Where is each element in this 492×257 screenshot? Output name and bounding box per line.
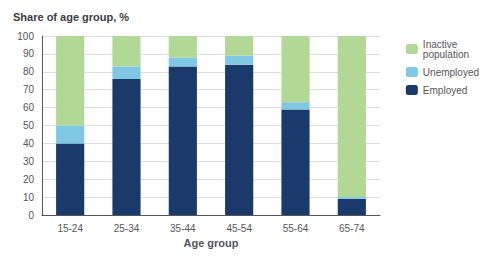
svg-text:Share of age group, %: Share of age group, % [13,11,129,23]
svg-text:60: 60 [23,102,35,113]
svg-text:25-34: 25-34 [114,223,140,234]
svg-text:100: 100 [17,31,34,42]
svg-text:Age group: Age group [184,237,239,249]
svg-text:80: 80 [23,66,35,77]
svg-text:Employed: Employed [423,85,467,96]
svg-text:65-74: 65-74 [339,223,365,234]
svg-text:45-54: 45-54 [226,223,252,234]
svg-text:Inactive: Inactive [422,38,458,50]
svg-text:30: 30 [23,156,35,167]
svg-text:90: 90 [23,48,35,59]
svg-text:Unemployed: Unemployed [423,67,479,78]
svg-text:40: 40 [23,138,35,149]
svg-text:70: 70 [23,84,35,95]
svg-text:20: 20 [23,174,35,185]
svg-text:50: 50 [23,120,35,131]
svg-text:35-44: 35-44 [170,223,196,234]
svg-text:10: 10 [23,192,35,203]
svg-text:0: 0 [28,210,34,221]
svg-text:15-24: 15-24 [57,223,83,234]
svg-text:55-64: 55-64 [283,223,309,234]
svg-text:population: population [423,49,469,60]
